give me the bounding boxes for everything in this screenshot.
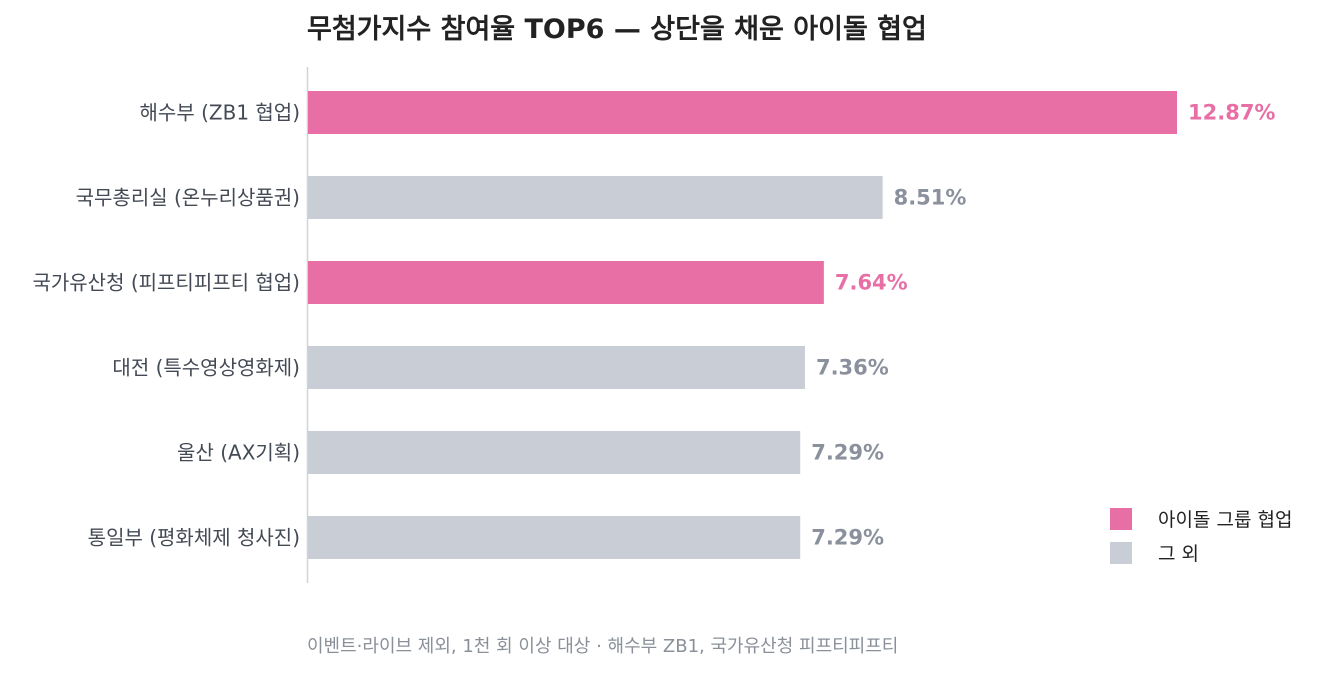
legend-label-idol: 아이돌 그룹 협업	[1158, 509, 1292, 531]
legend-swatch-other	[1110, 542, 1132, 564]
value-label-3: 7.64%	[835, 271, 908, 295]
value-label-4: 7.36%	[816, 356, 889, 380]
category-label-3: 국가유산청 (피프티피프티 협업)	[32, 271, 300, 295]
value-label-1: 12.87%	[1188, 101, 1275, 125]
legend-swatch-idol	[1110, 508, 1132, 530]
category-label-5: 울산 (AX기획)	[177, 441, 300, 465]
bar-5	[308, 431, 801, 474]
bar-2	[308, 176, 883, 219]
category-label-4: 대전 (특수영상영화제)	[112, 356, 300, 380]
value-label-2: 8.51%	[894, 186, 967, 210]
bar-6	[308, 516, 801, 559]
bar-1	[308, 91, 1177, 134]
value-label-6: 7.29%	[811, 526, 884, 550]
legend-label-other: 그 외	[1158, 543, 1199, 565]
bar-4	[308, 346, 805, 389]
category-label-1: 해수부 (ZB1 협업)	[140, 101, 300, 125]
category-label-6: 통일부 (평화체제 청사진)	[88, 526, 300, 550]
footnote: 이벤트·라이브 제외, 1천 회 이상 대상 · 해수부 ZB1, 국가유산청 …	[307, 636, 898, 657]
legend: 아이돌 그룹 협업그 외	[1110, 508, 1292, 565]
category-label-2: 국무총리실 (온누리상품권)	[76, 186, 300, 210]
value-label-5: 7.29%	[811, 441, 884, 465]
bar-3	[308, 261, 824, 304]
chart-title: 무첨가지수 참여율 TOP6 — 상단을 채운 아이돌 협업	[307, 14, 927, 45]
bars-group: 해수부 (ZB1 협업) 12.87% 국무총리실 (온누리상품권) 8.51% 국가유…	[32, 91, 1275, 559]
